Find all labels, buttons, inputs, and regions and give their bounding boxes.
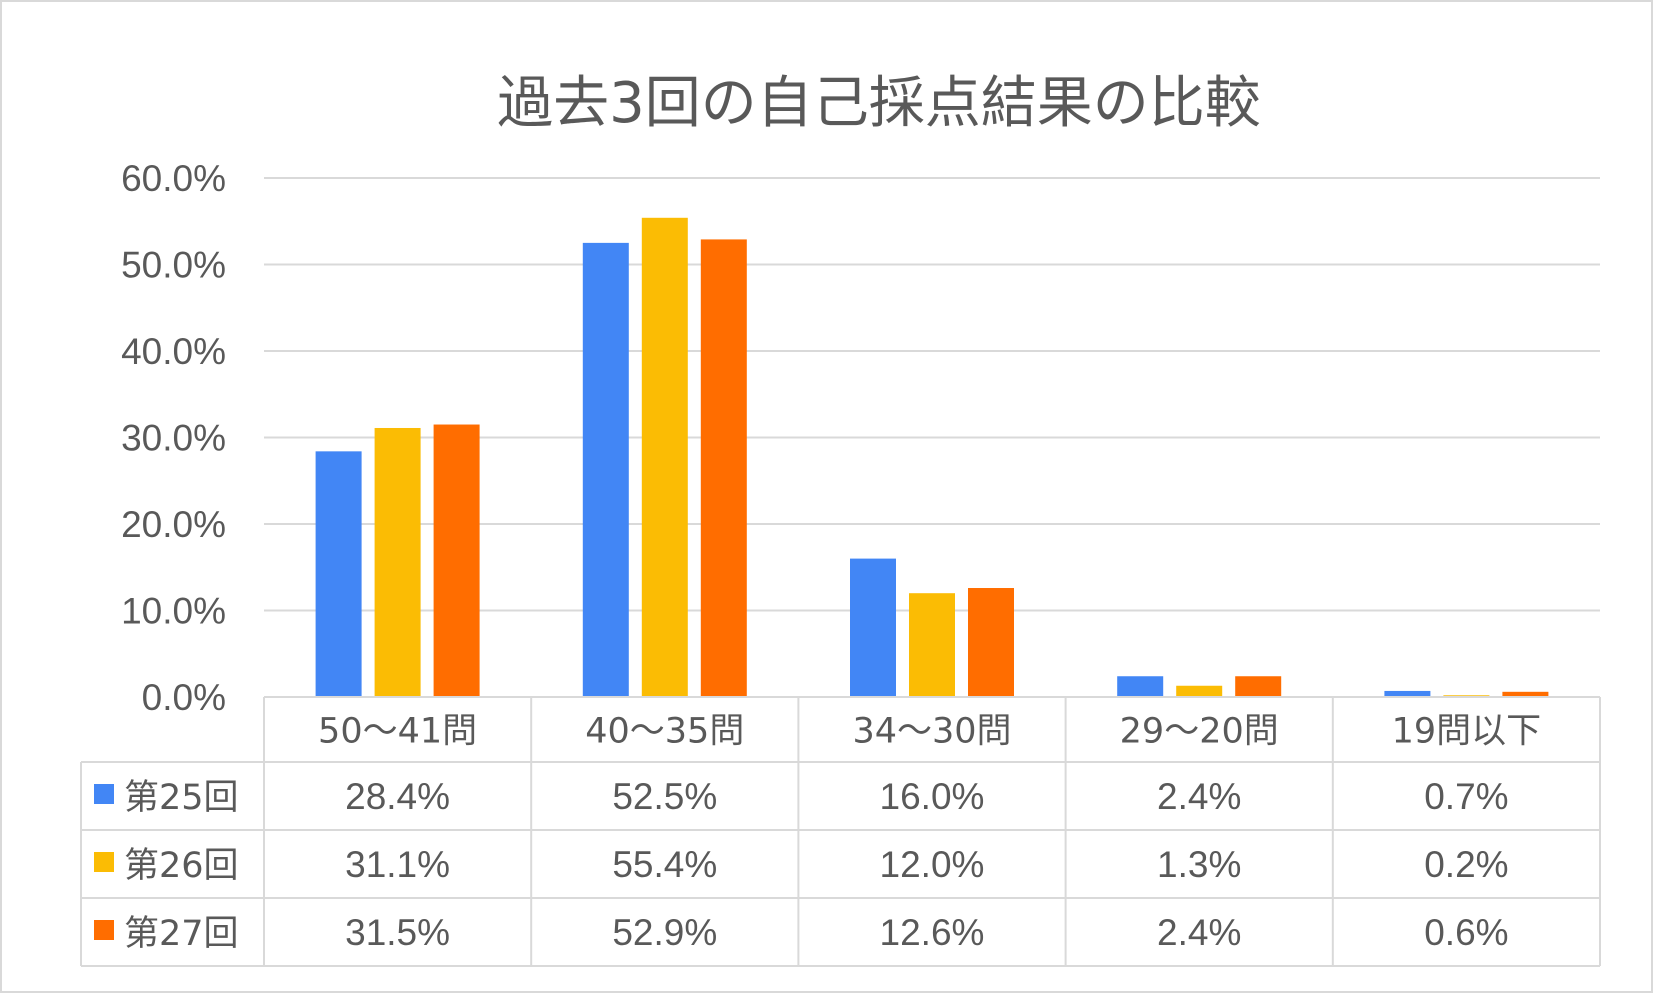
bar-3-4 bbox=[1235, 676, 1282, 697]
legend-swatch bbox=[94, 920, 114, 940]
category-label: 40〜35問 bbox=[585, 712, 744, 752]
gridlines bbox=[264, 177, 1600, 612]
y-tick-label: 30.0% bbox=[121, 418, 226, 459]
bar-3-2 bbox=[700, 239, 747, 698]
bar-3-3 bbox=[968, 588, 1014, 697]
data-label: 0.2% bbox=[1424, 844, 1508, 885]
category-label: 19問以下 bbox=[1392, 712, 1542, 752]
y-tick-label: 10.0% bbox=[121, 591, 226, 632]
data-label: 1.3% bbox=[1157, 844, 1241, 885]
bar-3-1 bbox=[433, 424, 480, 697]
data-label: 28.4% bbox=[345, 776, 450, 817]
chart-title: 過去3回の自己採点結果の比較 bbox=[497, 71, 1261, 136]
data-label: 52.5% bbox=[612, 776, 717, 817]
legend-swatch bbox=[94, 852, 114, 872]
data-label: 55.4% bbox=[612, 844, 717, 885]
data-label: 12.6% bbox=[880, 912, 985, 953]
bars bbox=[315, 217, 1549, 698]
y-tick-label: 20.0% bbox=[121, 504, 226, 545]
bar-2-1 bbox=[374, 427, 421, 697]
legend-swatch bbox=[94, 784, 114, 804]
series-label: 第27回 bbox=[124, 914, 239, 954]
bar-1-5 bbox=[1384, 690, 1431, 697]
data-label: 16.0% bbox=[880, 776, 985, 817]
y-tick-label: 40.0% bbox=[121, 331, 226, 372]
bar-2-4 bbox=[1176, 685, 1223, 697]
data-label: 0.7% bbox=[1424, 776, 1508, 817]
bar-3-5 bbox=[1502, 691, 1549, 697]
y-tick-label: 0.0% bbox=[142, 677, 226, 718]
series-label: 第26回 bbox=[124, 846, 239, 886]
bar-2-3 bbox=[909, 593, 955, 697]
data-label: 0.6% bbox=[1424, 912, 1508, 953]
bar-1-4 bbox=[1117, 676, 1164, 697]
y-tick-label: 50.0% bbox=[121, 245, 226, 286]
bar-1-1 bbox=[315, 451, 362, 697]
y-axis-tick-labels: 0.0% 10.0% 20.0% 30.0% 40.0% 50.0% 60.0% bbox=[121, 158, 226, 718]
data-label: 2.4% bbox=[1157, 776, 1241, 817]
series-label: 第25回 bbox=[124, 778, 239, 818]
bar-1-2 bbox=[582, 242, 629, 697]
data-label: 31.1% bbox=[345, 844, 450, 885]
data-label: 2.4% bbox=[1157, 912, 1241, 953]
bar-1-3 bbox=[850, 558, 896, 697]
category-label: 29〜20問 bbox=[1120, 712, 1279, 752]
data-label: 31.5% bbox=[345, 912, 450, 953]
data-label: 52.9% bbox=[612, 912, 717, 953]
category-label: 34〜30問 bbox=[852, 712, 1011, 752]
category-label: 50〜41問 bbox=[318, 712, 477, 752]
y-tick-label: 60.0% bbox=[121, 158, 226, 199]
bar-2-2 bbox=[641, 217, 688, 698]
data-label: 12.0% bbox=[880, 844, 985, 885]
